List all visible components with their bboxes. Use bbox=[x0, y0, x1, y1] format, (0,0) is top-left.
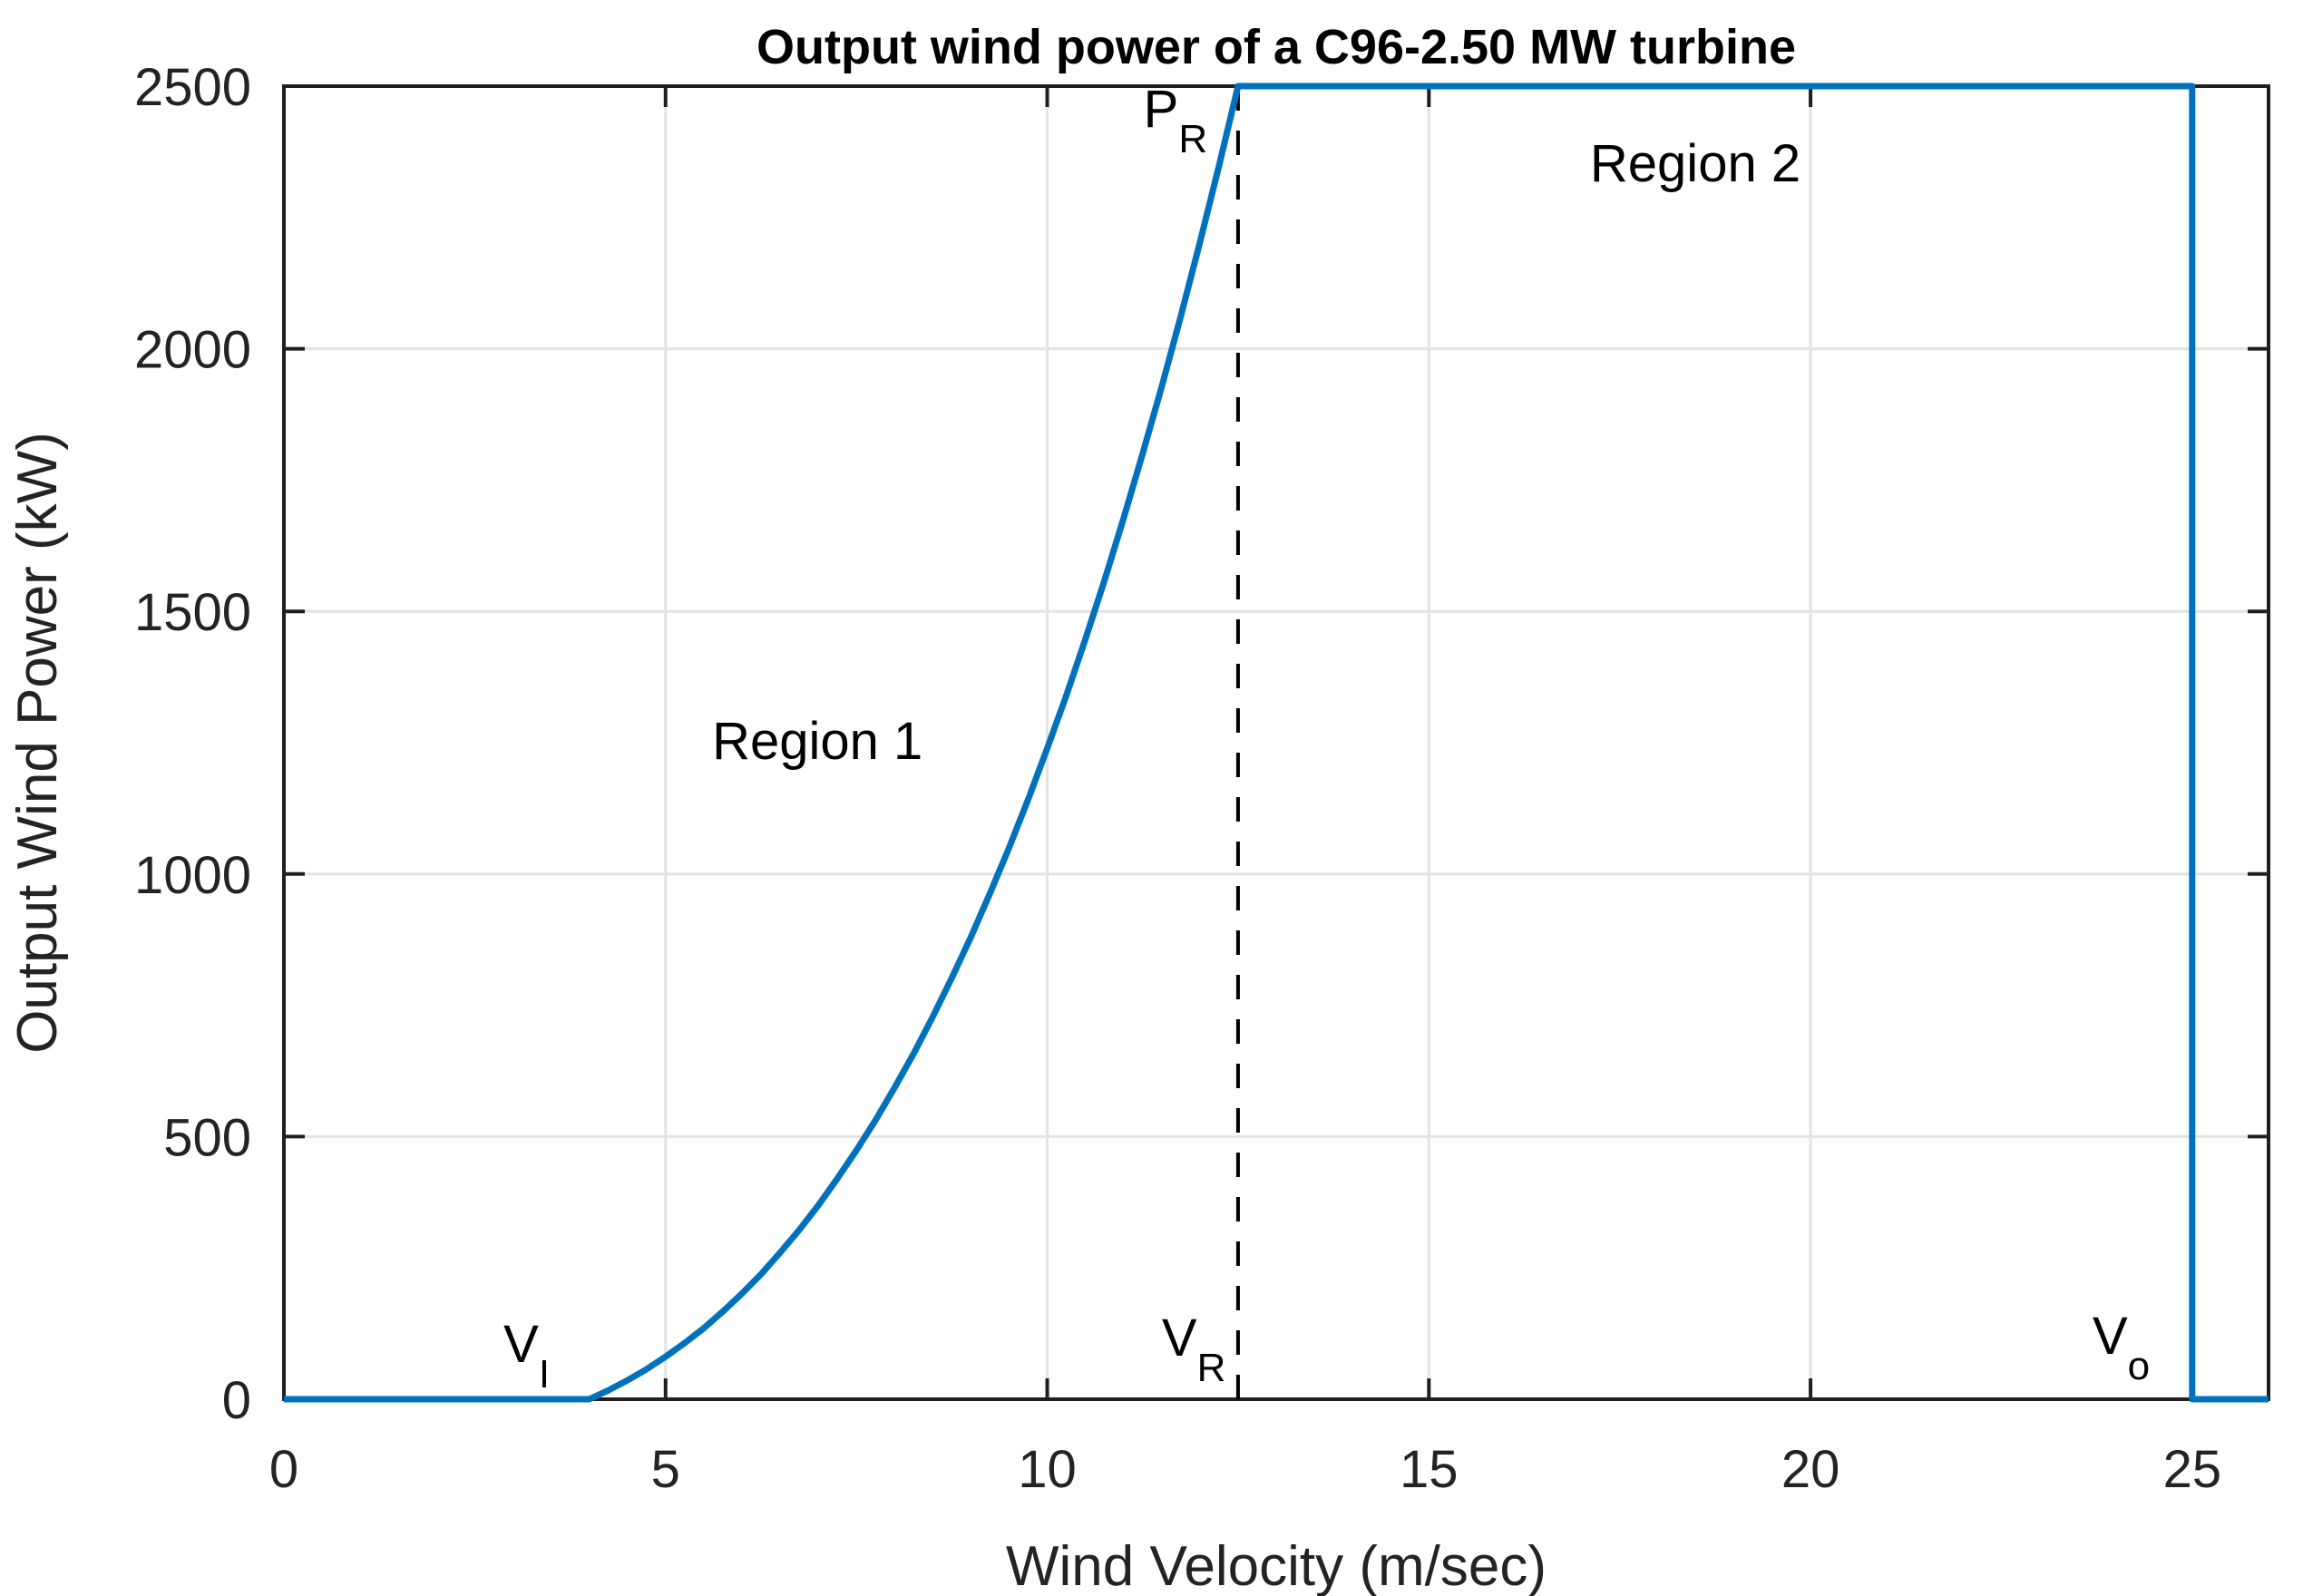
x-tick-label: 10 bbox=[1018, 1440, 1077, 1499]
y-tick-label: 1000 bbox=[134, 846, 251, 905]
y-tick-label: 0 bbox=[222, 1371, 251, 1430]
region-2-label: Region 2 bbox=[1590, 134, 1800, 193]
rated-power-label-subscript: R bbox=[1178, 117, 1207, 161]
chart-title: Output wind power of a C96-2.50 MW turbi… bbox=[756, 20, 1796, 74]
y-tick-label: 2000 bbox=[134, 321, 251, 380]
y-axis-label: Output Wind Power (kW) bbox=[6, 432, 69, 1054]
rated-velocity-label-subscript: R bbox=[1197, 1346, 1226, 1390]
turbine-power-curve bbox=[284, 83, 2269, 1403]
tick-label-layer: 0 5 10 15 20 25 0 500 1000 1500 2000 2500 bbox=[134, 58, 2221, 1499]
x-tick-label: 15 bbox=[1400, 1440, 1459, 1499]
x-tick-label: 20 bbox=[1781, 1440, 1840, 1499]
cut-in-velocity-label-subscript: I bbox=[539, 1352, 550, 1396]
x-tick-label: 25 bbox=[2163, 1440, 2222, 1499]
y-tick-label: 500 bbox=[163, 1108, 251, 1167]
y-tick-label: 1500 bbox=[134, 583, 251, 642]
series-layer bbox=[284, 83, 2269, 1403]
y-tick-label: 2500 bbox=[134, 58, 251, 117]
region-1-label: Region 1 bbox=[712, 712, 922, 771]
x-tick-label: 0 bbox=[269, 1440, 298, 1499]
cut-out-velocity-label-subscript: o bbox=[2128, 1344, 2150, 1388]
x-tick-label: 5 bbox=[651, 1440, 680, 1499]
x-axis-label: Wind Velocity (m/sec) bbox=[1006, 1535, 1547, 1596]
